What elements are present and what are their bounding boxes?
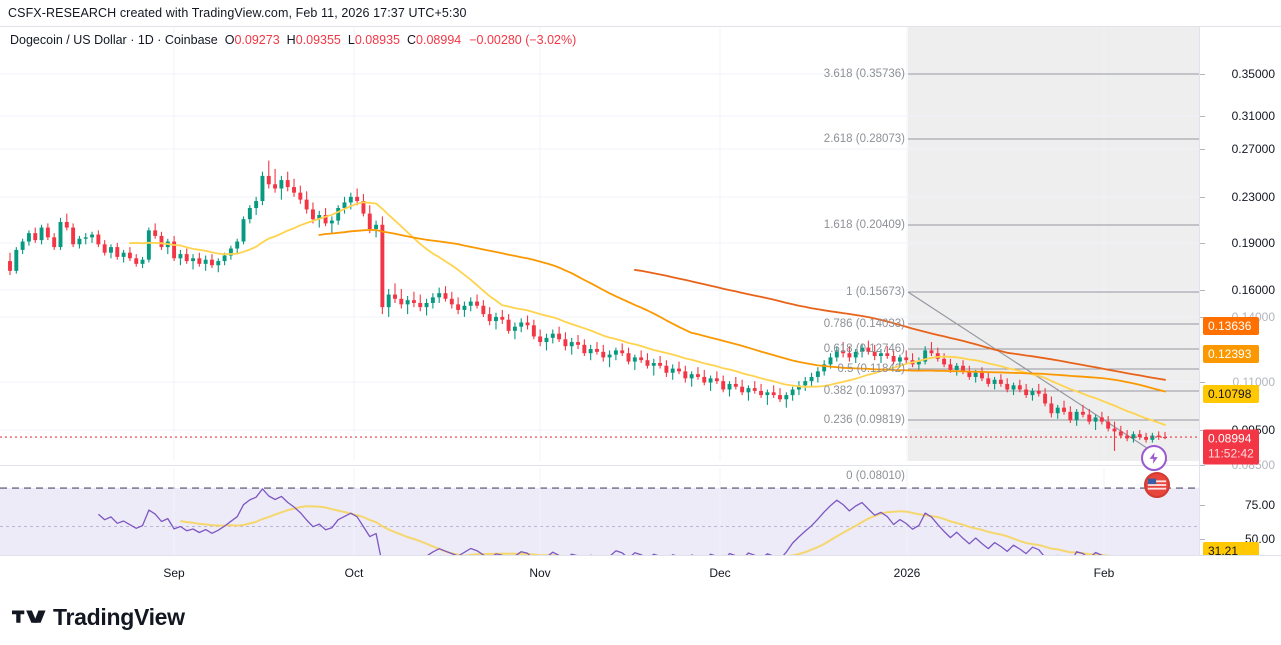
ma-badge-2[interactable]: 0.12393 [1203,345,1259,363]
fib-level-label: 0.236 (0.09819) [823,414,905,426]
badge-value: 0.13636 [1208,319,1252,333]
time-axis-label: Sep [163,566,185,580]
price-axis-label: 0.23000 [1231,190,1275,204]
rsi-axis-tick-mark [1200,505,1205,506]
legend-low-value: 0.08935 [354,33,401,47]
rsi-chart-svg [0,468,1199,582]
time-axis-label: Nov [529,566,551,580]
legend-open-value: 0.09273 [234,33,280,47]
tradingview-brand-text: TradingView [53,604,185,630]
last-price-badge[interactable]: 0.08994 11:52:42 [1203,429,1259,465]
price-axis-tick-mark [1200,465,1205,466]
chart-frame: Dogecoin / US Dollar · 1D · Coinbase O0.0… [0,27,1281,590]
ma-badge-3[interactable]: 0.10798 [1203,385,1259,403]
price-axis-tick-mark [1200,149,1205,150]
ma-badge-1[interactable]: 0.13636 [1203,317,1259,335]
price-pane[interactable] [0,27,1199,461]
price-axis-tick-mark [1200,116,1205,117]
price-axis-tick-mark [1200,197,1205,198]
legend-high-label: H [286,33,296,47]
footer: TradingView [0,590,1281,645]
legend-high-value: 0.09355 [295,33,341,47]
price-axis-tick-mark [1200,430,1205,431]
time-axis-label: Dec [709,566,731,580]
badge-value: 0.12393 [1208,347,1252,361]
price-axis-label: 0.19000 [1231,236,1275,250]
attribution-bar: CSFX-RESEARCH created with TradingView.c… [0,0,1281,27]
chart-legend[interactable]: Dogecoin / US Dollar · 1D · Coinbase O0.0… [10,33,576,47]
fib-level-label: 1 (0.15673) [846,286,905,298]
fib-level-label: 0.618 (0.12746) [823,343,905,355]
us-flag-icon[interactable] [1144,472,1170,498]
price-axis-label: 0.16000 [1231,283,1275,297]
price-axis-label: 0.35000 [1231,67,1275,81]
legend-change-value: −0.00280 (−3.02%) [469,33,577,47]
price-axis-tick-mark [1200,74,1205,75]
rsi-axis-label: 75.00 [1244,498,1275,512]
fib-level-label: 0.786 (0.14033) [823,318,905,330]
attribution-text: CSFX-RESEARCH created with TradingView.c… [8,6,467,20]
price-chart-svg [0,27,1199,461]
fib-level-label: 3.618 (0.35736) [823,68,905,80]
fib-level-label: 0 (0.08010) [846,470,905,482]
lightning-bolt-icon[interactable] [1141,445,1167,471]
legend-low-label: L [347,33,355,47]
fib-level-label: 0.382 (0.10937) [823,385,905,397]
pane-separator [0,465,1199,466]
flag-glyph [1146,474,1168,496]
price-axis-tick-mark [1200,317,1205,318]
price-axis-label: 0.31000 [1231,109,1275,123]
price-axis-label: 0.27000 [1231,142,1275,156]
time-axis[interactable]: Sep Oct Nov Dec 2026 Feb [0,555,1281,590]
rsi-pane[interactable] [0,468,1199,582]
badge-value: 0.10798 [1208,387,1252,401]
badge-value: 0.08994 [1208,431,1252,446]
price-axis-tick-mark [1200,243,1205,244]
time-axis-label: Oct [344,566,364,580]
rsi-axis-tick-mark [1200,539,1205,540]
time-axis-label: 2026 [893,566,921,580]
fib-level-label: 1.618 (0.20409) [823,219,905,231]
price-axis[interactable]: 0.35000 0.31000 0.27000 0.23000 0.19000 0.160… [1199,27,1281,590]
tradingview-logo-icon [12,609,46,623]
badge-countdown: 11:52:42 [1208,446,1254,461]
price-axis-tick-mark [1200,290,1205,291]
legend-open-label: O [224,33,235,47]
fib-level-label: 2.618 (0.28073) [823,133,905,145]
price-axis-tick-mark [1200,382,1205,383]
legend-symbol-text[interactable]: Dogecoin / US Dollar · 1D · Coinbase [10,33,218,47]
time-axis-label: Feb [1093,566,1115,580]
legend-close-value: 0.08994 [416,33,462,47]
fib-level-label: 0.5 (0.11842) [837,363,905,375]
legend-close-label: C [407,33,417,47]
bolt-glyph [1149,452,1158,464]
